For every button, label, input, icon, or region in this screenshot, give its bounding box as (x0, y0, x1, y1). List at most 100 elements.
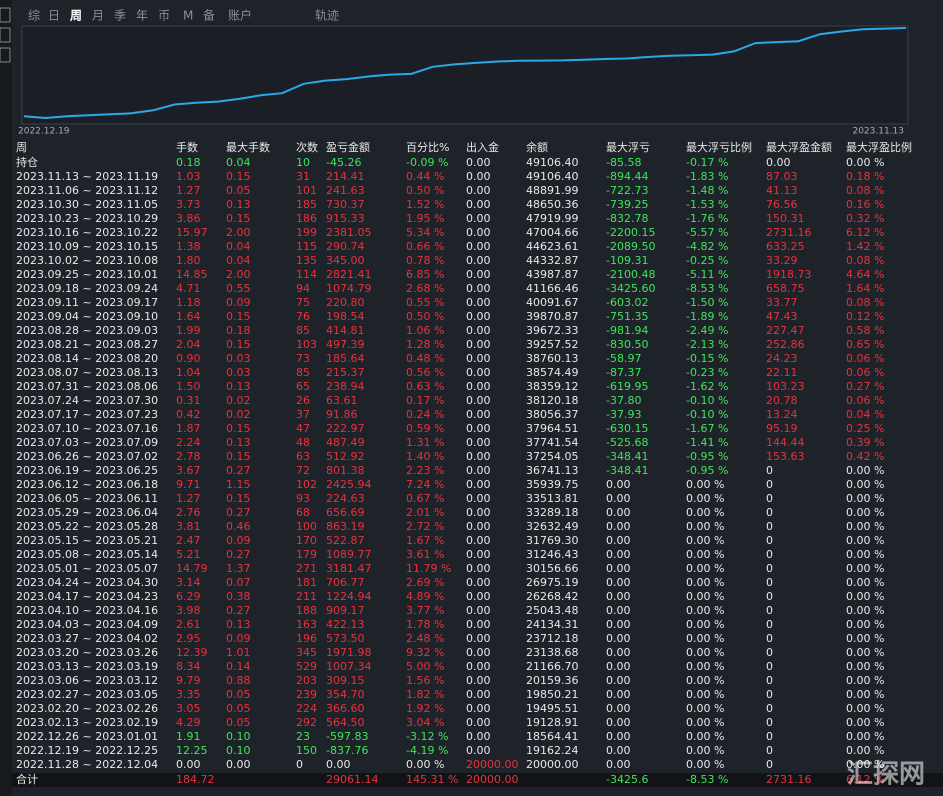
cell: 10 (296, 156, 310, 169)
cell: 0.00 (466, 198, 491, 211)
tab[interactable]: 日 (48, 9, 60, 23)
cell: 0.03 (226, 366, 251, 379)
total-cell: 6.12 % (846, 773, 884, 786)
cell: 0.00 (466, 744, 491, 757)
cell: 0.50 % (406, 184, 444, 197)
tab[interactable]: 季 (114, 9, 126, 23)
cell: 76.56 (766, 198, 798, 211)
cell: 203 (296, 674, 317, 687)
cell: 0.10 (226, 730, 251, 743)
cell: 0.00 % (686, 548, 724, 561)
cell: 0.08 % (846, 184, 884, 197)
cell: 186 (296, 212, 317, 225)
tab[interactable]: 币 (158, 9, 170, 23)
cell: 0.15 (226, 310, 251, 323)
row-label: 2023.11.06 ~ 2023.11.12 (16, 184, 158, 197)
cell: 1.99 (176, 324, 201, 337)
cell: 0.00 % (686, 604, 724, 617)
cell: 0 (766, 758, 773, 771)
cell: 135 (296, 254, 317, 267)
cell: 185.64 (326, 352, 365, 365)
cell: 0.00 (466, 730, 491, 743)
total-cell: 29061.14 (326, 773, 379, 786)
cell: 0.15 (226, 338, 251, 351)
cell: 0.00 % (686, 730, 724, 743)
cell: 0.00 (466, 646, 491, 659)
cell: 0.00 (606, 492, 631, 505)
cell: 1.38 (176, 240, 201, 253)
cell: 1.64 (176, 310, 201, 323)
cell: -0.95 % (686, 464, 728, 477)
column-header: 手数 (176, 140, 198, 154)
cell: 252.86 (766, 338, 805, 351)
tab[interactable]: 年 (136, 9, 148, 23)
cell: 0.00 (466, 324, 491, 337)
row-label: 2023.08.21 ~ 2023.08.27 (16, 338, 158, 351)
cell: 0.00 (606, 716, 631, 729)
cell: 0.00 (466, 716, 491, 729)
cell: 0.00 % (846, 618, 884, 631)
cell: 224.63 (326, 492, 365, 505)
total-cell: 20000.00 (466, 773, 519, 786)
row-label: 2023.05.29 ~ 2023.06.04 (16, 506, 158, 519)
cell: -603.02 (606, 296, 648, 309)
cell: 0.59 % (406, 422, 444, 435)
tab[interactable]: 综 (28, 9, 40, 23)
cell: 0.00 % (846, 464, 884, 477)
cell: 354.70 (326, 688, 365, 701)
cell: 1074.79 (326, 282, 372, 295)
row-label: 2023.06.05 ~ 2023.06.11 (16, 492, 158, 505)
cell: 93 (296, 492, 310, 505)
cell: 0.00 (466, 688, 491, 701)
tab[interactable]: 账户 (228, 8, 252, 23)
tab[interactable]: M (183, 9, 193, 23)
cell: 0 (766, 534, 773, 547)
cell: 0.13 (226, 198, 251, 211)
cell: -1.53 % (686, 198, 728, 211)
cell: 0.00 (466, 520, 491, 533)
cell: 0.04 % (846, 408, 884, 421)
cell: 0.13 (226, 618, 251, 631)
cell: 0.07 (226, 576, 251, 589)
total-cell: 2731.16 (766, 773, 812, 786)
cell: 0.00 % (686, 646, 724, 659)
cell: 1.82 % (406, 688, 444, 701)
tab[interactable]: 轨迹 (315, 9, 339, 23)
cell: 0.03 (226, 352, 251, 365)
cell: -0.10 % (686, 408, 728, 421)
cell: 1.67 % (406, 534, 444, 547)
cell: 44623.61 (526, 240, 579, 253)
cell: 573.50 (326, 632, 365, 645)
cell: 345 (296, 646, 317, 659)
cell: 0.00 % (846, 478, 884, 491)
cell: 24.23 (766, 352, 798, 365)
cell: 529 (296, 660, 317, 673)
cell: 0.00 % (846, 674, 884, 687)
cell: 0.00 (606, 604, 631, 617)
tab[interactable]: 备 (203, 9, 215, 23)
cell: 0.00 % (846, 534, 884, 547)
cell: 0.63 % (406, 380, 444, 393)
tab[interactable]: 周 (70, 9, 82, 23)
column-header: 周 (16, 141, 27, 154)
cell: 0.42 (176, 408, 201, 421)
cell: 40091.67 (526, 296, 579, 309)
cell: -722.73 (606, 184, 648, 197)
cell: 9.79 (176, 674, 201, 687)
cell: 0.00 (606, 562, 631, 575)
cell: 0 (766, 590, 773, 603)
cell: 103.23 (766, 380, 805, 393)
cell: 0 (766, 702, 773, 715)
cell: 87.03 (766, 170, 798, 183)
tab[interactable]: 月 (92, 9, 104, 23)
cell: 801.38 (326, 464, 365, 477)
cell: 0.14 (226, 660, 251, 673)
cell: 0.00 % (686, 758, 724, 771)
cell: 2.68 % (406, 282, 444, 295)
cell: 21166.70 (526, 660, 579, 673)
cell: 0.00 (466, 548, 491, 561)
cell: 0.27 (226, 548, 251, 561)
cell: 0.00 (466, 450, 491, 463)
cell: 12.25 (176, 744, 208, 757)
column-header: 百分比% (406, 141, 449, 154)
